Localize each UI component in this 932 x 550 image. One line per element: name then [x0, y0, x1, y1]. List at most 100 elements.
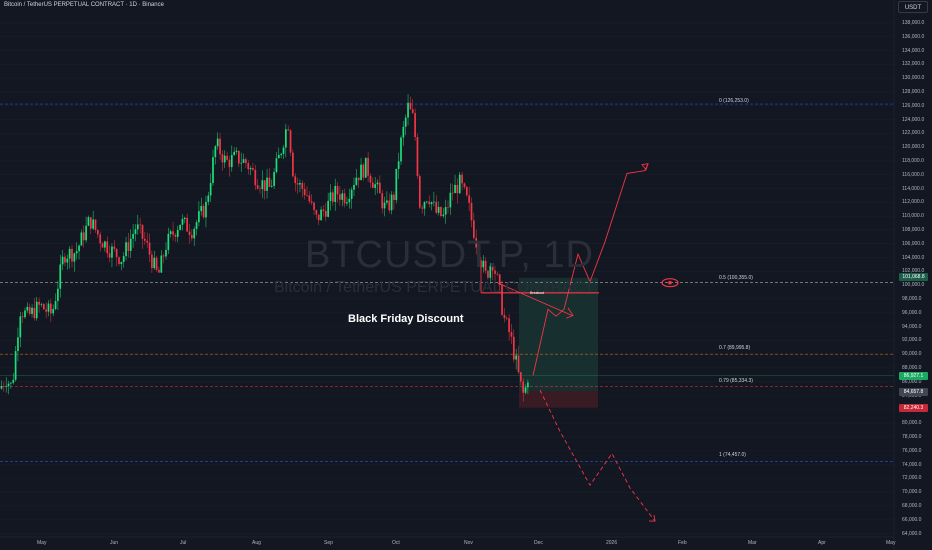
- fib-retracement-lines: [0, 103, 894, 462]
- candle-body: [512, 336, 515, 360]
- time-tick-label: Apr: [818, 540, 826, 546]
- target-zone: [519, 277, 598, 391]
- candle-body: [411, 109, 414, 113]
- time-tick-label: Nov: [464, 540, 473, 546]
- candle-body: [261, 180, 264, 190]
- candle-body: [371, 182, 374, 188]
- candle-body: [313, 202, 315, 211]
- candle-body: [125, 242, 127, 257]
- candle-body: [339, 194, 341, 200]
- candle-body: [226, 155, 228, 160]
- price-tick-label: 94,000.0: [902, 323, 922, 330]
- breakout-line: [481, 292, 599, 294]
- candle-body: [214, 146, 217, 158]
- candle-body: [508, 318, 510, 333]
- price-tick-label: 116,000.0: [902, 171, 924, 178]
- price-tick-label: 130,000.0: [902, 75, 925, 82]
- bullish-projection-path: [532, 163, 649, 376]
- candle-body: [299, 183, 301, 185]
- bearish-projection-path: [539, 389, 656, 522]
- price-tick-label: 118,000.0: [902, 157, 924, 164]
- candle-body: [160, 255, 163, 273]
- candle-body: [322, 209, 325, 211]
- candle-body: [134, 229, 137, 234]
- time-tick-label: Aug: [252, 540, 261, 546]
- fib-label-0: 0 (126,253.0): [719, 98, 749, 104]
- candle-body: [87, 217, 90, 226]
- candle-body: [132, 233, 134, 239]
- fib-label-0-5: 0.5 (100,355.0): [719, 275, 753, 281]
- price-tick-label: 92,000.0: [902, 337, 922, 344]
- candle-body: [294, 176, 297, 184]
- candle-body: [487, 270, 489, 278]
- price-tick-label: 110,000.0: [902, 213, 924, 220]
- price-tick-label: 136,000.0: [902, 33, 925, 40]
- candle-body: [113, 246, 116, 249]
- candle-body: [418, 176, 421, 208]
- candle-body: [381, 193, 384, 209]
- price-tick-label: 122,000.0: [902, 130, 925, 137]
- candle-body: [454, 184, 456, 194]
- price-tick-label: 106,000.0: [902, 240, 925, 247]
- candle-body: [458, 174, 461, 194]
- candle-body: [296, 183, 299, 185]
- candle-body: [106, 241, 109, 254]
- candle-body: [310, 201, 313, 203]
- candle-body: [73, 253, 76, 262]
- price-tick-label: 72,000.0: [902, 475, 922, 482]
- candle-body: [146, 240, 149, 243]
- candle-body: [45, 309, 47, 312]
- candle-body: [456, 184, 459, 194]
- candle-body: [235, 150, 238, 152]
- candle-body: [254, 169, 257, 186]
- candle-body: [461, 174, 463, 184]
- candle-body: [287, 129, 290, 131]
- candle-body: [496, 273, 499, 275]
- candle-body: [350, 189, 353, 199]
- candle-body: [207, 195, 210, 202]
- candle-body: [482, 260, 485, 268]
- price-tick-label: 114,000.0: [902, 185, 924, 192]
- time-tick-label: 2026: [606, 540, 618, 546]
- price-tick-label: 70,000.0: [902, 489, 922, 496]
- breakout-label: Breakout: [530, 291, 545, 295]
- candle-body: [26, 306, 29, 311]
- candle-body: [97, 229, 99, 235]
- candle-body: [367, 157, 369, 176]
- candle-body: [277, 154, 280, 159]
- candle-body: [386, 200, 388, 203]
- candle-body: [78, 245, 80, 252]
- currency-button[interactable]: USDT: [898, 1, 928, 13]
- time-tick-label: Sep: [324, 540, 333, 546]
- candle-body: [498, 274, 501, 286]
- candle-body: [19, 316, 22, 338]
- candle-body: [491, 265, 494, 271]
- candle-body: [85, 225, 87, 241]
- candle-body: [33, 307, 36, 319]
- candle-body: [209, 183, 212, 196]
- price-tick-label: 78,000.0: [902, 433, 922, 440]
- candlestick-series: [0, 94, 529, 402]
- candle-body: [238, 150, 240, 164]
- candle-body: [426, 201, 428, 203]
- candle-body: [115, 248, 118, 258]
- candle-body: [59, 264, 62, 289]
- candle-body: [216, 138, 219, 147]
- candle-body: [75, 251, 78, 254]
- stop-zone: [519, 390, 598, 408]
- candle-body: [393, 194, 395, 201]
- candle-body: [494, 270, 496, 274]
- price-tick-label: 132,000.0: [902, 61, 925, 68]
- price-tick-label: 98,000.0: [902, 295, 922, 302]
- position-zones: [519, 277, 598, 408]
- fib-label-0-79: 0.79 (85,334.3): [719, 378, 753, 384]
- candle-body: [233, 151, 235, 155]
- candle-body: [428, 201, 431, 205]
- candle-body: [57, 288, 59, 302]
- candle-body: [252, 167, 254, 170]
- time-tick-label: Mar: [748, 540, 757, 546]
- candle-body: [369, 175, 372, 183]
- candle-body: [348, 198, 351, 203]
- candle-body: [223, 155, 226, 163]
